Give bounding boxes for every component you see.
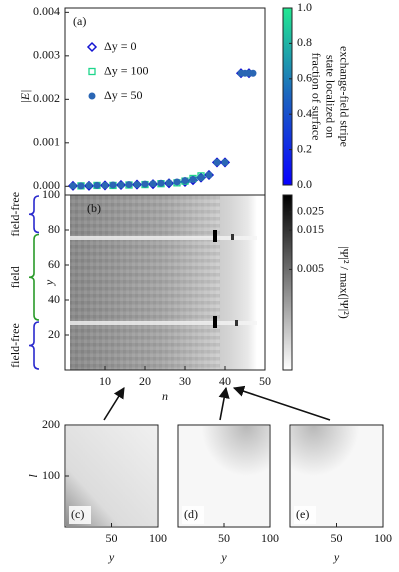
point: [149, 180, 157, 188]
panel-label-bg: [294, 506, 316, 524]
x-tick-label: 50: [218, 531, 230, 545]
colorbar-label: fraction of surface: [309, 53, 323, 141]
point: [181, 177, 189, 185]
x-tick-label: 100: [261, 531, 279, 545]
point: [77, 182, 85, 190]
point: [117, 181, 125, 189]
legend-marker: [86, 41, 98, 53]
brace: [28, 321, 40, 370]
panel-label: (e): [296, 507, 309, 521]
point: [141, 180, 149, 188]
brace: [28, 233, 40, 321]
x-tick-label: 30: [179, 374, 191, 388]
y-tick-label: 80: [48, 222, 60, 236]
y-tick-label: 40: [48, 292, 60, 306]
point: [189, 175, 197, 183]
annotation: field: [8, 266, 22, 288]
colorbar-label: |Ψ|² / max(|Ψ|²): [337, 246, 351, 319]
point: [109, 181, 117, 189]
annotation: field-free: [8, 192, 22, 237]
x-tick-label: 50: [106, 531, 118, 545]
x-axis-label: y: [220, 550, 227, 564]
x-tick-label: 100: [374, 531, 392, 545]
y-tick-label: 20: [48, 327, 60, 341]
x-axis-label: y: [108, 550, 115, 564]
point: [205, 171, 213, 179]
colorbar-label: state localized on: [323, 55, 337, 138]
colorbar-tick-label: 0.015: [297, 222, 324, 236]
x-tick-label: 50: [331, 531, 343, 545]
point: [165, 179, 173, 187]
y-tick-label: 200: [42, 417, 60, 431]
point: [133, 181, 141, 189]
colorbar-tick-label: 0.0: [297, 177, 312, 191]
point: [221, 158, 229, 166]
point: [85, 181, 93, 189]
y-tick-label: 100: [42, 187, 60, 201]
point: [69, 182, 77, 190]
y-axis-label: l: [26, 474, 40, 478]
point: [213, 158, 221, 166]
x-axis-label: y: [333, 550, 340, 564]
panel-label: (c): [71, 507, 84, 521]
panel-label: (d): [184, 507, 198, 521]
y-tick-label: 100: [42, 468, 60, 482]
colorbar: [282, 194, 293, 371]
x-tick-label: 100: [149, 531, 167, 545]
x-axis-label: n: [162, 389, 168, 403]
arrows: [103, 385, 331, 421]
point: [93, 181, 101, 189]
y-tick-label: 0.001: [33, 135, 60, 149]
legend-label: Δy = 0: [104, 39, 136, 53]
y-axis-label: y: [42, 279, 56, 286]
point: [197, 174, 205, 182]
legend-label: Δy = 100: [104, 63, 148, 77]
colorbar-tick-label: 0.2: [297, 141, 312, 155]
x-tick-label: 10: [99, 374, 111, 388]
point: [157, 179, 165, 187]
colorbar-tick-label: 0.6: [297, 71, 312, 85]
x-tick-label: 40: [219, 374, 231, 388]
panel-label: (a): [73, 14, 86, 28]
colorbar-tick-label: 0.4: [297, 106, 312, 120]
y-tick-label: 0.000: [33, 178, 60, 192]
point: [101, 181, 109, 189]
colorbar-tick-label: 0.8: [297, 35, 312, 49]
colorbar: [282, 7, 293, 186]
heatmap-image: [70, 195, 257, 370]
y-axis-label: |E|: [18, 90, 32, 104]
point: [173, 178, 181, 186]
colorbar-tick-label: 0.025: [297, 204, 324, 218]
y-tick-label: 0.002: [33, 91, 60, 105]
plot-frame: [64, 194, 266, 371]
point: [125, 181, 133, 189]
y-tick-label: 60: [48, 257, 60, 271]
plot-frame: [64, 7, 266, 196]
legend-label: Δy = 50: [104, 88, 142, 102]
x-tick-label: 50: [259, 374, 271, 388]
panel-label-bg: [69, 506, 91, 524]
colorbar-label: exchange-field stripe: [337, 46, 351, 147]
brace: [28, 195, 40, 234]
colorbar-tick-label: 0.005: [297, 261, 324, 275]
panel-label-bg: [182, 506, 204, 524]
colorbar-tick-label: 1.0: [297, 0, 312, 14]
legend-marker: [88, 67, 96, 76]
legend-marker: [88, 92, 96, 100]
panel-label: (b): [87, 201, 101, 215]
annotation: field-free: [8, 323, 22, 368]
y-tick-label: 0.004: [33, 4, 60, 18]
y-tick-label: 0.003: [33, 48, 60, 62]
x-tick-label: 20: [139, 374, 151, 388]
point: [249, 69, 257, 77]
